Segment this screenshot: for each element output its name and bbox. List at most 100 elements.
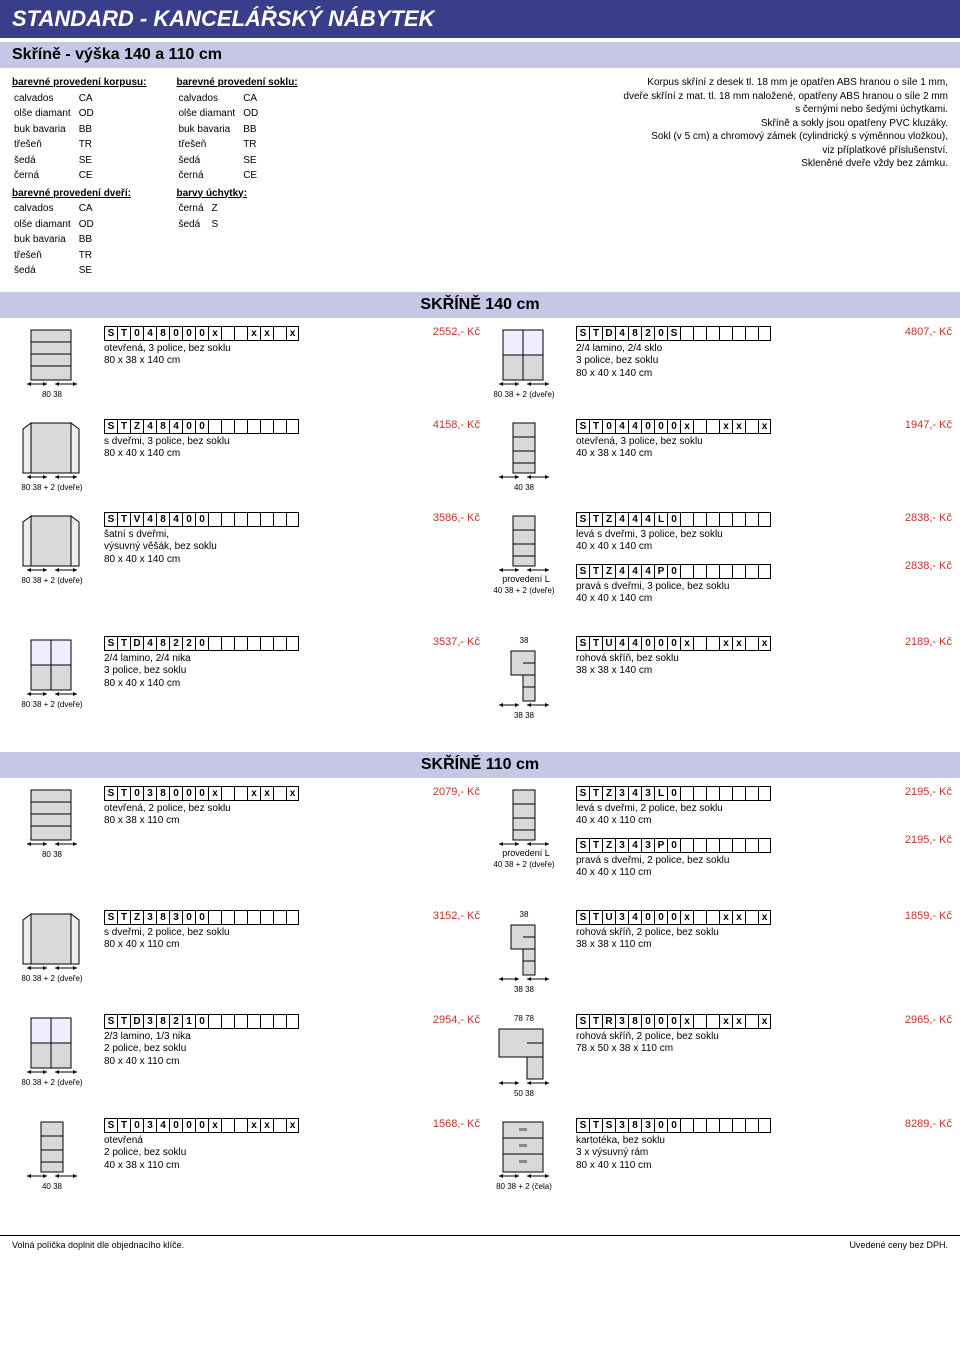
- intro-cell: calvados: [178, 92, 241, 106]
- product-thumb: 80 38 + 2 (dveře): [8, 908, 96, 983]
- intro-right-line: dveře skříní z mat. tl. 18 mm naložené, …: [328, 90, 948, 104]
- intro-cell: CA: [243, 92, 264, 106]
- code-cell: [758, 838, 771, 853]
- code-cell: L: [654, 512, 667, 527]
- product-topdim: 78 78: [480, 1014, 568, 1023]
- code-cell: [732, 564, 745, 579]
- code-cell: Z: [130, 910, 143, 925]
- code-cell: 4: [143, 326, 156, 341]
- code-cell: 3: [143, 786, 156, 801]
- code-cell: P: [654, 564, 667, 579]
- code-cell: S: [667, 326, 680, 341]
- code-cell: 0: [654, 1118, 667, 1133]
- intro-cell: calvados: [14, 202, 77, 216]
- product-thumb: 3838 38: [480, 634, 568, 720]
- code-cell: 3: [615, 786, 628, 801]
- product-info: STU44000xxxxrohová skříň, bez soklu38 x …: [576, 634, 872, 678]
- code-cell: T: [589, 564, 602, 579]
- product-price: 2965,- Kč: [880, 1012, 952, 1026]
- product-code: STV48400: [104, 512, 400, 527]
- cabinet-icon: [21, 1116, 83, 1180]
- code-cell: [247, 419, 260, 434]
- product-info: STD4820S2/4 lamino, 2/4 sklo3 police, be…: [576, 324, 872, 381]
- code-cell: [234, 910, 247, 925]
- code-cell: [719, 1118, 732, 1133]
- code-cell: [758, 326, 771, 341]
- intro-cell: olše diamant: [14, 107, 77, 121]
- code-cell: x: [758, 419, 771, 434]
- intro-cell: olše diamant: [14, 218, 77, 232]
- code-cell: U: [602, 636, 615, 651]
- code-cell: [719, 326, 732, 341]
- product-desc: rohová skříň, 2 police, bez soklu78 x 50…: [576, 1031, 872, 1056]
- code-cell: D: [130, 636, 143, 651]
- code-cell: Z: [130, 419, 143, 434]
- product-code: STZ343L0: [576, 786, 872, 801]
- code-cell: [221, 326, 234, 341]
- product-info: STR38000xxxxrohová skříň, 2 police, bez …: [576, 1012, 872, 1056]
- code-cell: 0: [169, 1118, 182, 1133]
- product-code: ST038000xxxx: [104, 786, 400, 801]
- code-cell: 8: [156, 636, 169, 651]
- product-price: 4158,- Kč: [408, 417, 480, 431]
- product-row: 80 38ST048000xxxxotevřená, 3 police, bez…: [8, 324, 952, 399]
- cabinet-icon: [493, 417, 555, 481]
- code-cell: x: [260, 1118, 273, 1133]
- product-desc: šatní s dveřmi,výsuvný věšák, bez soklu8…: [104, 529, 400, 567]
- code-cell: S: [104, 910, 117, 925]
- intro-right-line: Sokl (v 5 cm) a chromový zámek (cylindri…: [328, 130, 948, 144]
- product-cell: provedení L40 38 + 2 (dveře)STZ444L0levá…: [480, 510, 952, 616]
- product-dims: 40 38: [8, 1182, 96, 1191]
- code-cell: x: [719, 636, 732, 651]
- code-cell: 0: [641, 636, 654, 651]
- code-cell: [680, 1118, 693, 1133]
- product-thumb: provedení L40 38 + 2 (dveře): [480, 510, 568, 595]
- code-cell: [286, 1014, 299, 1029]
- code-cell: U: [602, 910, 615, 925]
- cabinet-icon: [493, 784, 555, 848]
- code-cell: 4: [628, 419, 641, 434]
- page-title: STANDARD - KANCELÁŘSKÝ NÁBYTEK: [0, 0, 960, 38]
- code-cell: [273, 910, 286, 925]
- code-cell: 3: [641, 1118, 654, 1133]
- product-dims: 80 38 + 2 (dveře): [8, 576, 96, 585]
- code-cell: [273, 1014, 286, 1029]
- code-cell: x: [286, 326, 299, 341]
- product-dims: 40 38 + 2 (dveře): [480, 586, 568, 595]
- code-cell: [745, 326, 758, 341]
- product-cell: 80 38 + 2 (dveře) STV48400 šatní s dveřmi,…: [8, 510, 480, 585]
- code-cell: [234, 419, 247, 434]
- product-dims: 40 38 + 2 (dveře): [480, 860, 568, 869]
- code-cell: S: [602, 1118, 615, 1133]
- product-dims: 80 38 + 2 (dveře): [8, 974, 96, 983]
- code-cell: 8: [628, 1014, 641, 1029]
- code-cell: 3: [143, 1014, 156, 1029]
- code-cell: 0: [195, 910, 208, 925]
- code-cell: [758, 512, 771, 527]
- code-cell: S: [576, 512, 589, 527]
- code-cell: 4: [156, 1118, 169, 1133]
- code-cell: x: [732, 636, 745, 651]
- intro-cell: šedá: [14, 264, 77, 278]
- code-cell: [758, 564, 771, 579]
- code-cell: x: [247, 786, 260, 801]
- intro-cell: buk bavaria: [14, 233, 77, 247]
- code-cell: [745, 419, 758, 434]
- code-cell: 4: [628, 564, 641, 579]
- code-cell: x: [260, 326, 273, 341]
- code-cell: [221, 786, 234, 801]
- product-price: 4807,- Kč: [880, 324, 952, 338]
- product-price: 1947,- Kč: [880, 417, 952, 431]
- code-cell: x: [719, 1014, 732, 1029]
- product-info: STZ444L0levá s dveřmi, 3 police, bez sok…: [576, 510, 872, 616]
- code-cell: x: [260, 786, 273, 801]
- product-price: 2189,- Kč: [880, 634, 952, 648]
- code-cell: x: [732, 419, 745, 434]
- code-cell: [732, 838, 745, 853]
- code-cell: 4: [628, 910, 641, 925]
- product-thumb: 80 38 + 2 (dveře): [8, 417, 96, 492]
- cabinet-icon: [21, 417, 83, 481]
- code-cell: 0: [182, 1118, 195, 1133]
- product-row: 40 38ST034000xxxxotevřená2 police, bez s…: [8, 1116, 952, 1191]
- product-desc: rohová skříň, 2 police, bez soklu38 x 38…: [576, 927, 872, 952]
